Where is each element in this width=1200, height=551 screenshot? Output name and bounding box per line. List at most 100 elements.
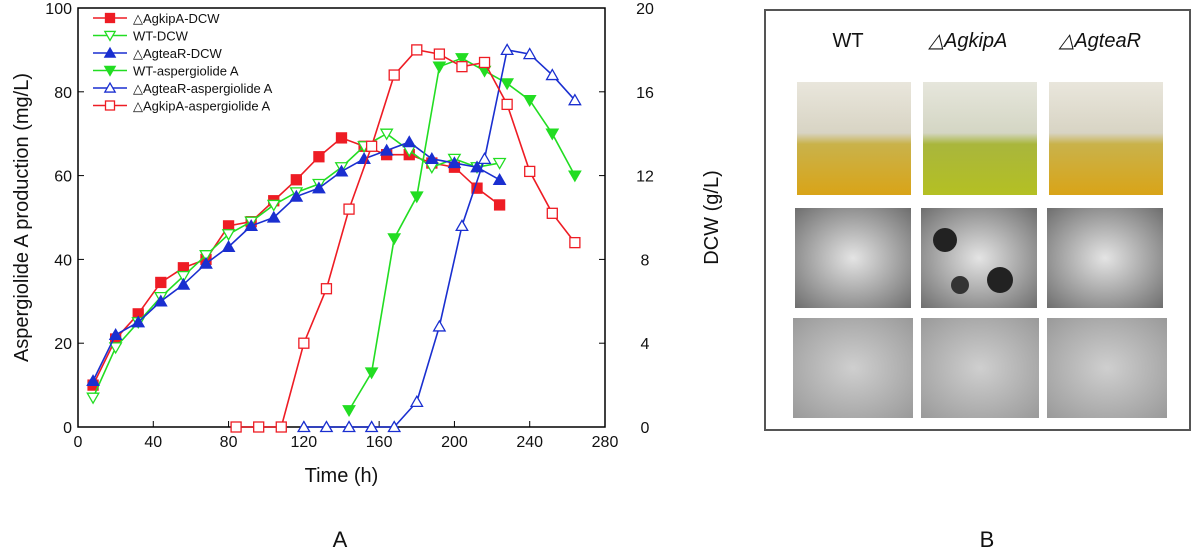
marker [244, 219, 259, 232]
micro-photo [921, 318, 1039, 418]
marker [501, 98, 513, 111]
column-label: △AgteaR [1058, 30, 1141, 52]
marker [296, 420, 311, 433]
pellet [933, 228, 957, 252]
marker [433, 48, 446, 60]
marker [320, 283, 333, 295]
column-label: WT [832, 30, 863, 52]
y2-tick-label: 12 [636, 169, 654, 186]
series-line [236, 49, 576, 428]
marker [176, 271, 191, 283]
marker [493, 199, 506, 211]
marker [402, 135, 417, 148]
marker [275, 421, 287, 433]
marker [522, 47, 537, 60]
marker [500, 78, 515, 91]
marker [266, 199, 281, 212]
marker [388, 69, 400, 81]
marker [319, 420, 334, 433]
marker [365, 140, 378, 152]
micro-photo [1047, 318, 1167, 418]
marker [569, 236, 581, 249]
marker [432, 61, 447, 74]
y-tick-label: 60 [54, 169, 72, 186]
legend-label: △AgkipA-DCW [133, 11, 220, 26]
marker [253, 421, 265, 433]
marker [155, 276, 167, 289]
marker [379, 143, 394, 156]
marker [568, 170, 582, 183]
legend-marker [103, 81, 117, 93]
marker [424, 152, 439, 164]
marker [432, 319, 447, 332]
legend-label: WT-aspergiolide A [133, 64, 239, 79]
y-axis-title: Aspergiolide A production (mg/L) [11, 73, 33, 362]
y-tick-label: 20 [54, 336, 72, 353]
y2-tick-label: 20 [636, 1, 654, 18]
series-line [92, 132, 500, 398]
pellet [987, 267, 1013, 293]
marker [456, 61, 468, 73]
marker [546, 207, 558, 219]
marker [568, 93, 582, 106]
marker [221, 240, 236, 252]
marker [478, 56, 491, 69]
x-axis-title: Time (h) [305, 465, 379, 487]
marker [343, 203, 355, 215]
marker [342, 405, 356, 418]
column-label: △AgkipA [928, 30, 1008, 52]
photos [793, 82, 1167, 418]
marker [131, 315, 146, 328]
marker [447, 156, 462, 169]
marker [153, 294, 168, 307]
y2-tick-label: 4 [641, 336, 650, 353]
y-tick-label: 80 [54, 85, 72, 102]
marker [411, 44, 423, 56]
y-tick-label: 40 [54, 252, 72, 269]
legend-marker [103, 65, 117, 77]
marker [86, 392, 100, 405]
marker [522, 95, 537, 107]
marker [545, 68, 560, 81]
pellet [951, 276, 969, 294]
marker [342, 420, 356, 433]
y2-tick-label: 16 [636, 85, 654, 102]
marker [545, 128, 560, 141]
marker [335, 132, 348, 144]
x-tick-label: 80 [220, 434, 238, 451]
marker [312, 181, 326, 194]
marker [266, 210, 281, 223]
marker [387, 420, 402, 433]
marker [86, 374, 100, 387]
marker [108, 328, 123, 340]
y2-tick-label: 0 [641, 420, 650, 437]
marker [455, 219, 469, 232]
marker [470, 160, 484, 173]
y-tick-label: 100 [45, 1, 72, 18]
x-tick-label: 40 [144, 434, 162, 451]
x-tick-label: 240 [516, 434, 543, 451]
marker [492, 172, 507, 185]
marker [289, 189, 304, 202]
micro-photo [921, 208, 1037, 308]
marker [387, 233, 402, 246]
marker [298, 337, 310, 349]
legend-marker [104, 12, 116, 24]
legend-label: △AgteaR-aspergiolide A [133, 81, 273, 96]
y-tick-label: 0 [63, 420, 72, 437]
micro-photo [1047, 208, 1163, 308]
x-tick-label: 200 [441, 434, 468, 451]
marker [334, 164, 349, 177]
x-tick-label: 280 [592, 434, 619, 451]
x-tick-label: 120 [291, 434, 318, 451]
legend-label: △AgkipA-aspergiolide A [133, 99, 271, 114]
marker [199, 256, 213, 269]
legend-marker [103, 46, 117, 58]
marker [500, 43, 515, 56]
y2-axis-title: DCW (g/L) [701, 170, 723, 264]
marker [455, 53, 469, 66]
marker [221, 229, 236, 242]
flask-photo [1049, 82, 1163, 195]
x-tick-label: 0 [74, 434, 83, 451]
y2-tick-label: 8 [641, 252, 650, 269]
